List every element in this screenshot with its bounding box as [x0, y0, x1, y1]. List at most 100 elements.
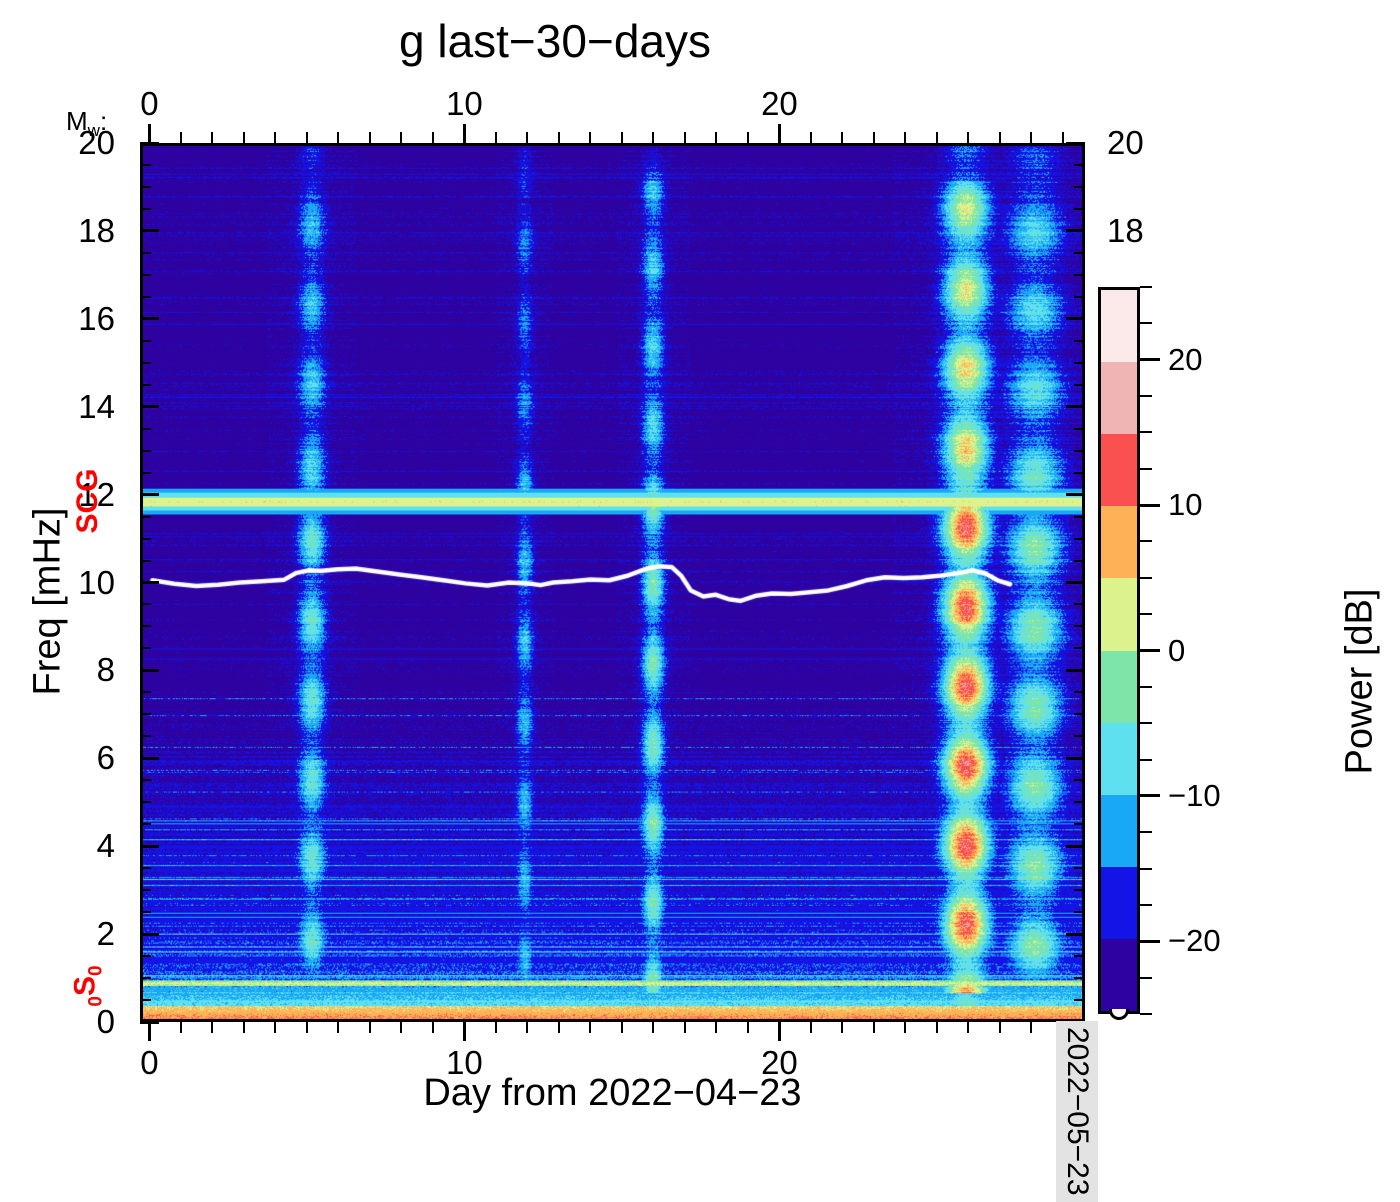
power-colorbar[interactable] [1098, 287, 1140, 1014]
y-tick-right-4.5 [1074, 823, 1085, 826]
x-tick-top-10 [462, 124, 466, 143]
y-tick-left-19 [140, 185, 151, 188]
colorbar-tick-5 [1140, 576, 1152, 579]
y-tick-right-13 [1074, 449, 1085, 452]
y-tick-right-17.5 [1074, 251, 1085, 254]
spectrogram-plot[interactable] [140, 143, 1085, 1022]
y-tick-left-2 [140, 932, 159, 936]
x-tick-bottom-13 [557, 1022, 560, 1033]
y-tick-right-20 [1066, 141, 1085, 145]
y-tick-right-3.5 [1074, 867, 1085, 870]
colorbar-tick--5 [1140, 722, 1152, 725]
y-tick-right-4 [1066, 844, 1085, 848]
y-tick-label-14: 14 [78, 387, 115, 425]
colorbar-tick-17.5 [1140, 395, 1152, 398]
colorbar-label-20: 20 [1168, 341, 1203, 377]
x-tick-label-top-20: 20 [761, 85, 798, 122]
y-tick-label-6: 6 [96, 739, 115, 777]
y-tick-left-19.5 [140, 163, 151, 166]
y-tick-label-8: 8 [96, 651, 115, 689]
y-tick-left-17.5 [140, 251, 151, 254]
y-tick-label-20: 20 [78, 124, 115, 161]
colorbar-tick-7.5 [1140, 540, 1152, 543]
mw-colon: : [99, 106, 108, 136]
x-tick-top-19 [746, 132, 749, 143]
colorbar-tick--17.5 [1140, 903, 1152, 906]
y-tick-left-12.5 [140, 471, 151, 474]
y-tick-right-1.5 [1074, 955, 1085, 958]
y-tick-right-12 [1066, 493, 1085, 497]
scg-marker: SCG [71, 468, 104, 534]
y-tick-right-5 [1074, 801, 1085, 804]
y-tick-left-7 [140, 713, 151, 716]
x-tick-top-3 [242, 132, 245, 143]
x-tick-top-6 [337, 132, 340, 143]
x-tick-bottom-26 [967, 1022, 970, 1033]
x-tick-bottom-23 [872, 1022, 875, 1033]
y-tick-left-12 [140, 493, 159, 497]
y-tick-left-18.5 [140, 207, 151, 210]
y-tick-left-3 [140, 889, 151, 892]
x-tick-top-12 [526, 132, 529, 143]
y-tick-left-15 [140, 361, 151, 364]
y-tick-left-18 [140, 229, 159, 233]
y-tick-right-13.5 [1074, 427, 1085, 430]
y-tick-right-7.5 [1074, 691, 1085, 694]
x-tick-top-8 [400, 132, 403, 143]
colorbar-label--10: −10 [1168, 777, 1221, 813]
x-tick-bottom-3 [242, 1022, 245, 1033]
x-tick-bottom-4 [274, 1022, 277, 1033]
x-tick-top-7 [368, 132, 371, 143]
y-tick-right-1 [1074, 977, 1085, 980]
x-tick-bottom-15 [620, 1022, 623, 1033]
colorbar-tick--15 [1140, 867, 1152, 870]
x-tick-top-23 [872, 132, 875, 143]
colorbar-underflow-nub [1109, 1009, 1129, 1020]
colorbar-label-0: 0 [1168, 632, 1186, 668]
y-tick-right-10 [1066, 581, 1085, 584]
colorbar-band-7 [1101, 434, 1137, 507]
x-tick-top-26 [967, 132, 970, 143]
colorbar-tick--10 [1140, 794, 1160, 798]
colorbar-band-6 [1101, 506, 1137, 579]
x-tick-top-0 [147, 124, 151, 143]
x-tick-top-20 [777, 124, 781, 143]
y-tick-label-right-20: 20 [1107, 124, 1144, 161]
x-tick-bottom-5 [305, 1022, 308, 1033]
x-tick-bottom-2 [211, 1022, 214, 1033]
y-tick-left-2.5 [140, 911, 151, 914]
x-tick-top-16 [652, 132, 655, 143]
y-tick-right-2 [1066, 932, 1085, 936]
y-tick-left-9.5 [140, 603, 151, 606]
x-tick-bottom-19 [746, 1022, 749, 1033]
x-tick-bottom-20 [777, 1022, 781, 1041]
x-tick-bottom-25 [935, 1022, 938, 1033]
x-tick-bottom-1 [179, 1022, 182, 1033]
colorbar-tick--20 [1140, 939, 1160, 943]
mw-subscript: w [87, 121, 100, 141]
x-tick-top-11 [494, 132, 497, 143]
y-tick-right-16.5 [1074, 295, 1085, 298]
colorbar-tick-15 [1140, 431, 1152, 434]
y-tick-right-9 [1074, 625, 1085, 628]
colorbar-tick-22.5 [1140, 322, 1152, 325]
x-tick-top-13 [557, 132, 560, 143]
mw-axis-label: Mw: [66, 106, 107, 141]
x-tick-top-25 [935, 132, 938, 143]
x-tick-top-17 [683, 132, 686, 143]
y-tick-left-15.5 [140, 339, 151, 342]
x-tick-bottom-0 [147, 1022, 151, 1041]
y-tick-right-2.5 [1074, 911, 1085, 914]
y-tick-left-8 [140, 668, 159, 672]
colorbar-band-8 [1101, 362, 1137, 435]
x-tick-top-28 [1030, 132, 1033, 143]
y-tick-left-14.5 [140, 383, 151, 386]
y-tick-left-4 [140, 844, 159, 848]
colorbar-tick--25 [1140, 1013, 1152, 1015]
y-tick-left-16.5 [140, 295, 151, 298]
x-tick-bottom-24 [904, 1022, 907, 1033]
x-tick-bottom-7 [368, 1022, 371, 1033]
y-tick-left-20 [140, 141, 159, 145]
y-tick-right-8.5 [1074, 647, 1085, 650]
y-tick-right-18 [1066, 229, 1085, 233]
